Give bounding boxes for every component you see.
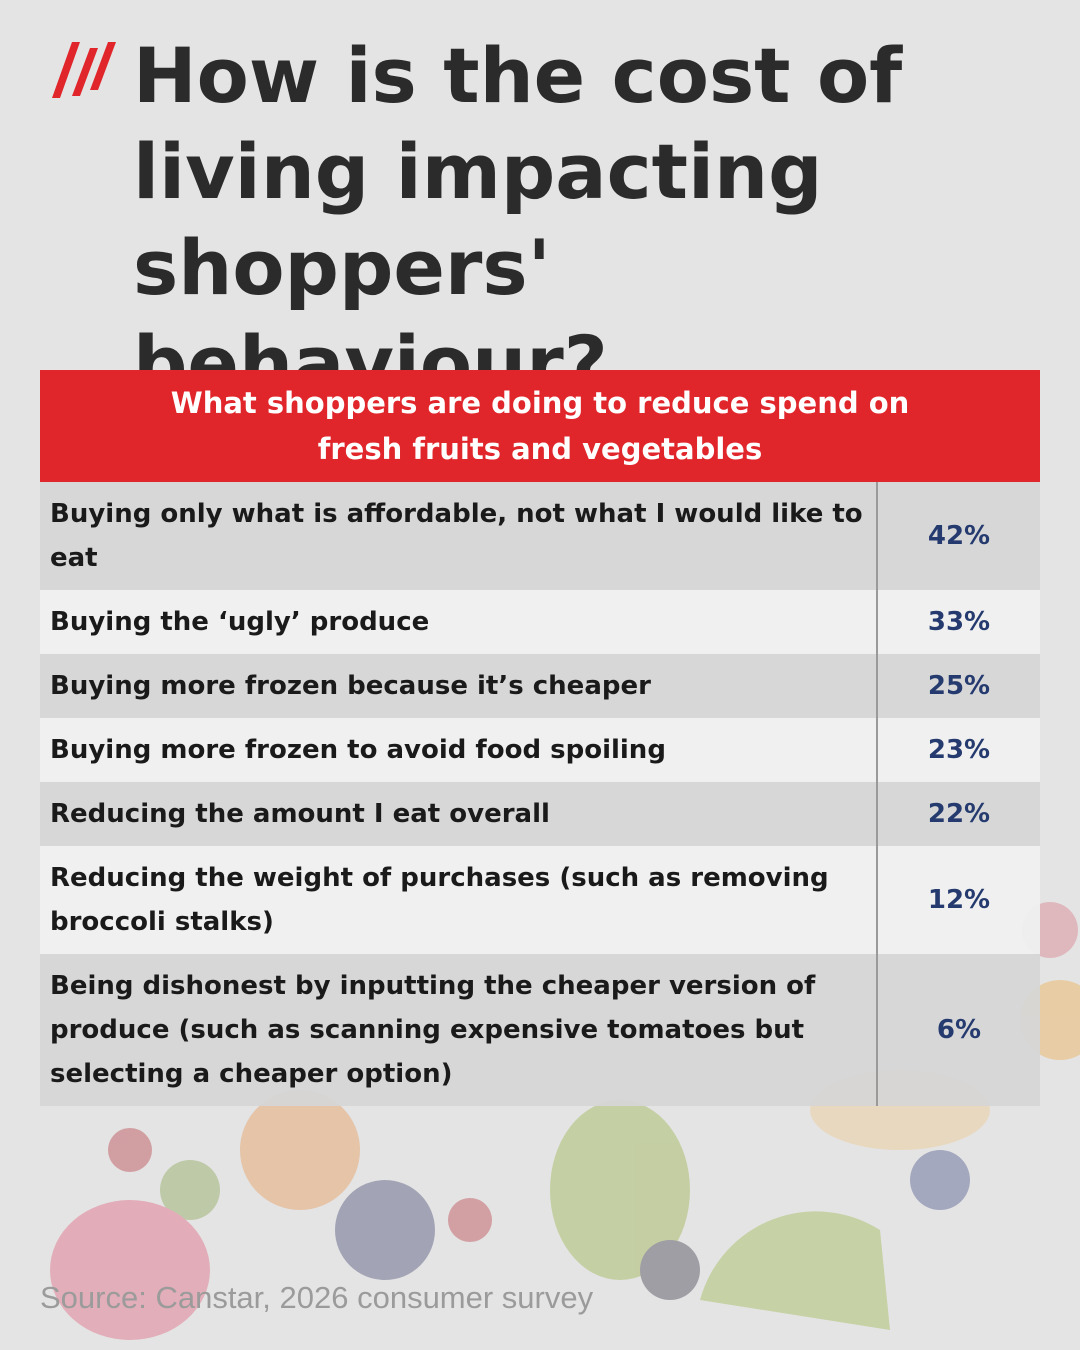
row-label: Reducing the weight of purchases (such a… — [40, 846, 877, 954]
row-label: Being dishonest by inputting the cheaper… — [40, 954, 877, 1106]
row-value: 23% — [876, 718, 1040, 782]
table-row: Buying the ‘ugly’ produce 33% — [40, 590, 1040, 654]
table-row: Buying more frozen because it’s cheaper 2… — [40, 654, 1040, 718]
row-value: 12% — [876, 846, 1040, 954]
source: Source: Canstar, 2026 consumer survey — [40, 1280, 594, 1315]
row-value: 6% — [876, 954, 1040, 1106]
table-row: Being dishonest by inputting the cheaper… — [40, 954, 1040, 1106]
title: How is the cost of living impacting shop… — [133, 31, 903, 408]
table-row: Buying more frozen to avoid food spoilin… — [40, 718, 1040, 782]
table-heading: What shoppers are doing to reduce spend … — [40, 370, 1040, 482]
row-value: 25% — [876, 654, 1040, 718]
row-label: Reducing the amount I eat overall — [40, 782, 877, 846]
row-label: Buying more frozen to avoid food spoilin… — [40, 718, 877, 782]
row-label: Buying only what is affordable, not what… — [40, 482, 877, 590]
logo — [52, 42, 116, 98]
table-body: Buying only what is affordable, not what… — [40, 482, 1040, 1106]
row-label: Buying more frozen because it’s cheaper — [40, 654, 877, 718]
data-table: What shoppers are doing to reduce spend … — [40, 370, 1040, 1106]
row-value: 22% — [876, 782, 1040, 846]
row-value: 33% — [876, 590, 1040, 654]
table-row: Reducing the amount I eat overall 22% — [40, 782, 1040, 846]
row-value: 42% — [876, 482, 1040, 590]
row-label: Buying the ‘ugly’ produce — [40, 590, 877, 654]
table-row: Buying only what is affordable, not what… — [40, 482, 1040, 590]
table-row: Reducing the weight of purchases (such a… — [40, 846, 1040, 954]
